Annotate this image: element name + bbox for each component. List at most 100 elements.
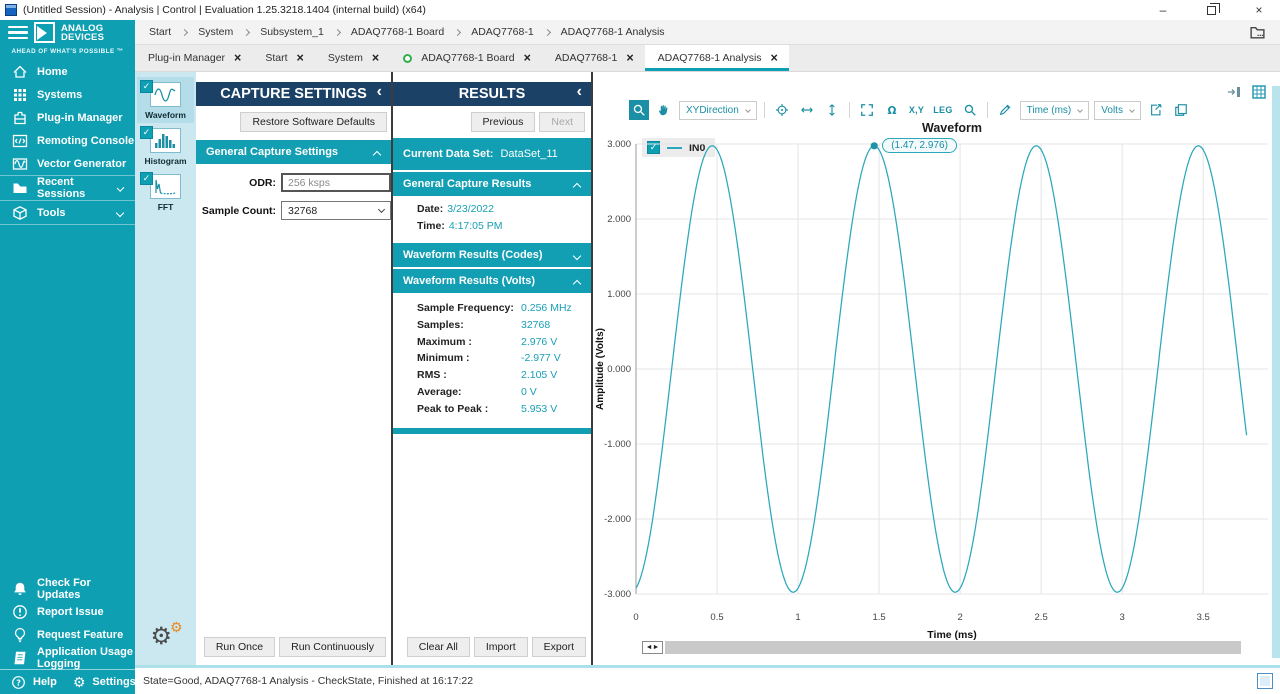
pan-button[interactable] [654,100,674,120]
tab-system[interactable]: System × [315,45,390,71]
toolbar-separator [848,102,850,118]
open-session-icon[interactable] [1249,24,1266,41]
breadcrumb-item-system[interactable]: System [198,26,234,38]
crosshair-button[interactable] [772,100,792,120]
sidebar-item-remoting-console[interactable]: Remoting Console [0,129,135,152]
tab-plug-in-manager[interactable]: Plug-in Manager × [135,45,252,71]
sidebar-item-tools[interactable]: Tools [0,200,135,225]
scrollbar-handle[interactable]: ◄► [642,641,663,654]
sidebar-item-recent-sessions[interactable]: Recent Sessions [0,175,135,200]
tab-adaq7768-1-analysis[interactable]: ADAQ7768-1 Analysis × [644,45,789,71]
export-image-button[interactable] [1146,100,1166,120]
minimize-button[interactable]: – [1159,3,1167,17]
home-icon [12,64,28,80]
tab-close-icon[interactable]: × [296,51,304,65]
search-button[interactable] [960,100,980,120]
toolstrip-item-label: FFT [157,202,174,212]
xy-direction-dropdown[interactable]: XYDirection [679,100,757,120]
breadcrumb-item-start[interactable]: Start [149,26,172,38]
tab-close-icon[interactable]: × [371,51,380,65]
x-units-dropdown[interactable]: Time (ms) [1019,100,1090,120]
tab-adaq7768-1[interactable]: ADAQ7768-1 × [542,45,645,71]
waveform-plot[interactable]: 3.000 2.000 1.000 0.000 -1.000 -2.000 -3.000 0 0… [593,130,1277,642]
sidebar-item-help[interactable]: ? Help [0,675,57,690]
waveform-checkbox[interactable]: ✓ [140,80,153,93]
collapse-panel-icon[interactable]: ‹ [376,83,382,100]
breadcrumb: Start System Subsystem_1 ADAQ7768-1 Board AD… [135,20,1280,45]
status-text: State=Good, ADAQ7768-1 Analysis - CheckS… [143,675,474,687]
breadcrumb-item-adaq7768-1-board[interactable]: ADAQ7768-1 Board [350,26,445,38]
import-button[interactable]: Import [473,637,528,657]
breadcrumb-item-adaq7768-1[interactable]: ADAQ7768-1 [471,26,534,38]
restore-button[interactable] [1190,0,1232,20]
tray-icon[interactable] [1257,673,1273,689]
sidebar-item-settings[interactable]: ⚙ Settings [72,674,136,690]
sidebar-item-request-feature[interactable]: Request Feature [0,623,135,646]
run-continuously-button[interactable]: Run Continuously [279,637,386,657]
svg-text:1: 1 [795,612,800,623]
analysis-settings-gear-icon[interactable]: ⚙ ⚙ [150,619,183,650]
run-once-button[interactable]: Run Once [203,637,276,657]
series-line-swatch [667,146,682,149]
horizontal-zoom-button[interactable] [797,100,817,120]
tab-close-icon[interactable]: × [523,51,531,65]
chevron-down-icon [572,251,582,261]
zoom-extents-button[interactable] [857,100,877,120]
odr-input[interactable] [281,173,391,192]
section-general-capture-settings[interactable]: General Capture Settings [196,140,391,164]
svg-text:2.000: 2.000 [607,214,631,225]
toolstrip-item-histogram[interactable]: ✓ Histogram [137,123,194,169]
fft-checkbox[interactable]: ✓ [140,172,153,185]
sidebar-item-systems[interactable]: Systems [0,83,135,106]
hamburger-menu-icon[interactable] [8,25,28,40]
histogram-checkbox[interactable]: ✓ [140,126,153,139]
toolstrip-item-waveform[interactable]: ✓ Waveform [137,77,194,123]
tab-close-icon[interactable]: × [234,51,242,65]
legend-toggle-button[interactable]: LEG [933,105,953,115]
export-button[interactable]: Export [531,637,586,657]
svg-text:3: 3 [1120,612,1125,623]
previous-button[interactable]: Previous [470,112,536,132]
sidebar-item-check-for-updates[interactable]: Check For Updates [0,577,135,601]
clear-all-button[interactable]: Clear All [406,637,470,657]
tab-close-icon[interactable]: × [626,51,634,65]
y-units-dropdown[interactable]: Volts [1094,100,1141,120]
close-button[interactable]: × [1255,3,1263,17]
tab-close-icon[interactable]: × [770,51,778,65]
chart-h-scrollbar: ◄► [642,641,1241,654]
undo-zoom-button[interactable]: Ω [882,100,902,120]
sidebar-item-report-issue[interactable]: Report Issue [0,600,135,623]
tab-adaq7768-1-board[interactable]: ADAQ7768-1 Board × [390,45,542,71]
sample-count-select[interactable]: 32768 [281,201,391,220]
breadcrumb-item-subsystem-1[interactable]: Subsystem_1 [260,26,324,38]
next-button[interactable]: Next [539,112,585,132]
toolstrip-item-label: Histogram [144,156,187,166]
grid-view-icon[interactable] [1251,84,1267,100]
dock-panel-icon[interactable] [1226,84,1242,100]
chevron-up-icon [372,150,382,160]
collapse-panel-icon[interactable]: ‹ [576,83,582,100]
titlebar: (Untitled Session) - Analysis | Control … [0,0,1280,20]
annotate-button[interactable] [995,100,1015,120]
section-waveform-results-codes[interactable]: Waveform Results (Codes) [393,243,591,267]
sidebar-item-label: Vector Generator [37,157,127,170]
sidebar-item-vector-generator[interactable]: Vector Generator [0,152,135,175]
toolstrip-item-fft[interactable]: ✓ FFT [137,169,194,215]
copy-chart-button[interactable] [1171,100,1191,120]
sidebar-item-application-usage-logging[interactable]: Application Usage Logging [0,646,135,670]
section-general-capture-results[interactable]: General Capture Results [393,172,591,196]
breadcrumb-item-adaq7768-1-analysis[interactable]: ADAQ7768-1 Analysis [560,26,665,38]
vertical-zoom-button[interactable] [822,100,842,120]
tab-start[interactable]: Start × [252,45,315,71]
zoom-select-button[interactable] [629,100,649,120]
section-waveform-results-volts[interactable]: Waveform Results (Volts) [393,269,591,293]
sidebar-item-home[interactable]: Home [0,60,135,83]
sidebar-item-plug-in-manager[interactable]: Plug-in Manager [0,106,135,129]
xy-labels-button[interactable]: X,Y [908,105,925,115]
scrollbar-track[interactable] [665,641,1241,654]
chevron-up-icon [572,182,582,192]
lightbulb-icon [12,627,28,643]
sidebar-item-label: Tools [37,206,66,219]
app-icon [5,4,17,16]
restore-defaults-button[interactable]: Restore Software Defaults [240,112,387,132]
